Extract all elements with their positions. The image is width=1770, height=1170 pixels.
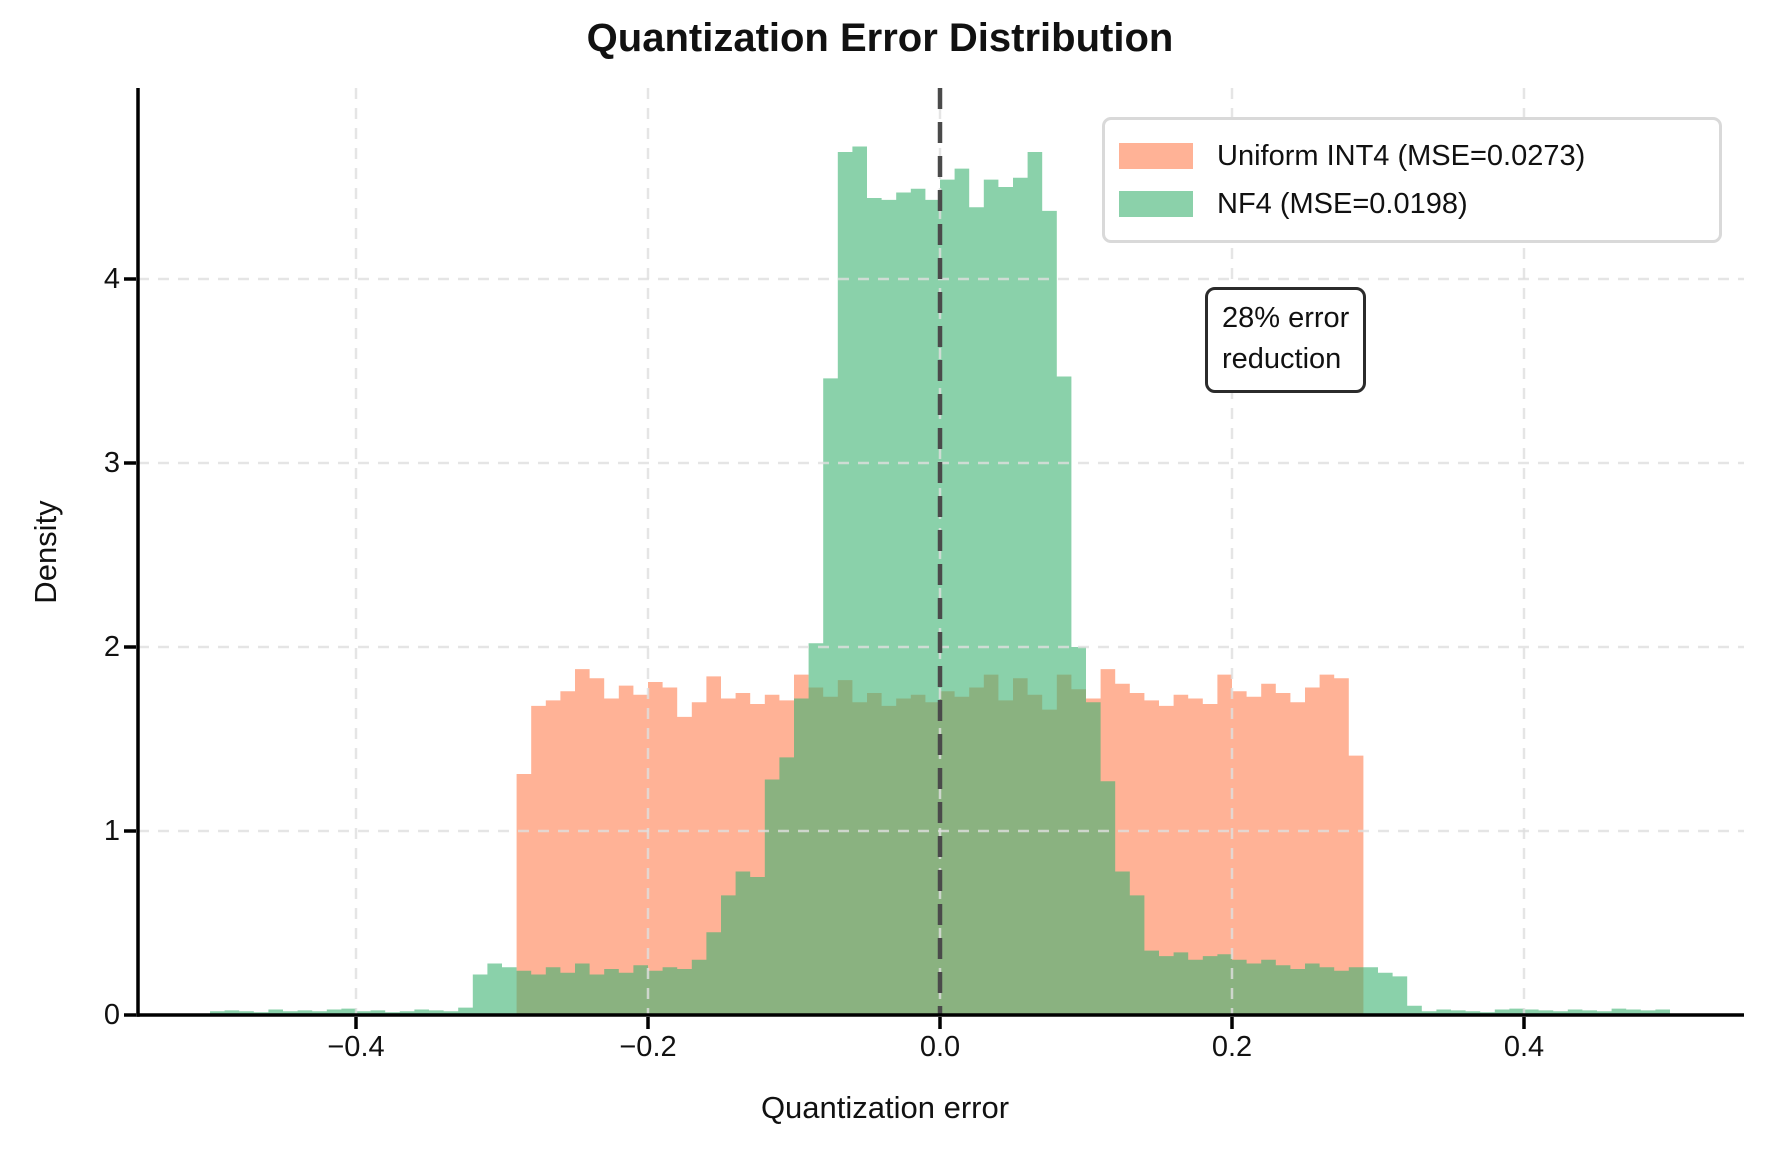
nf4-label: NF4 (MSE=0.0198) [1217,187,1468,220]
y-tick-label: 1 [103,815,120,847]
axis-ticks [124,277,1526,1029]
x-tick-label: −0.2 [619,1031,677,1063]
uniform-int4-swatch [1119,143,1193,169]
legend: Uniform INT4 (MSE=0.0273) NF4 (MSE=0.019… [1102,117,1722,243]
annotation-line-1: 28% error [1222,302,1350,334]
axes-spines [136,88,1744,1017]
y-tick-label: 0 [103,999,120,1031]
uniform-int4-label: Uniform INT4 (MSE=0.0273) [1217,139,1586,172]
x-axis-label: Quantization error [760,1090,1010,1125]
chart-title: Quantization Error Distribution [586,16,1174,60]
error-reduction-annotation: 28% error reduction [1205,287,1367,393]
x-tick-label: 0.2 [1211,1031,1253,1063]
legend-row-uniform-int4: Uniform INT4 (MSE=0.0273) [1119,134,1705,178]
y-tick-label: 4 [103,263,120,295]
x-tick-label: 0.4 [1503,1031,1545,1063]
y-tick-label: 3 [103,447,120,479]
legend-row-nf4: NF4 (MSE=0.0198) [1119,182,1705,226]
x-tick-label: 0.0 [919,1031,961,1063]
x-tick-label: −0.4 [327,1031,385,1063]
y-axis-label: Density [28,500,63,604]
y-tick-label: 2 [103,631,120,663]
annotation-line-2: reduction [1222,343,1342,375]
nf4-swatch [1119,191,1193,217]
